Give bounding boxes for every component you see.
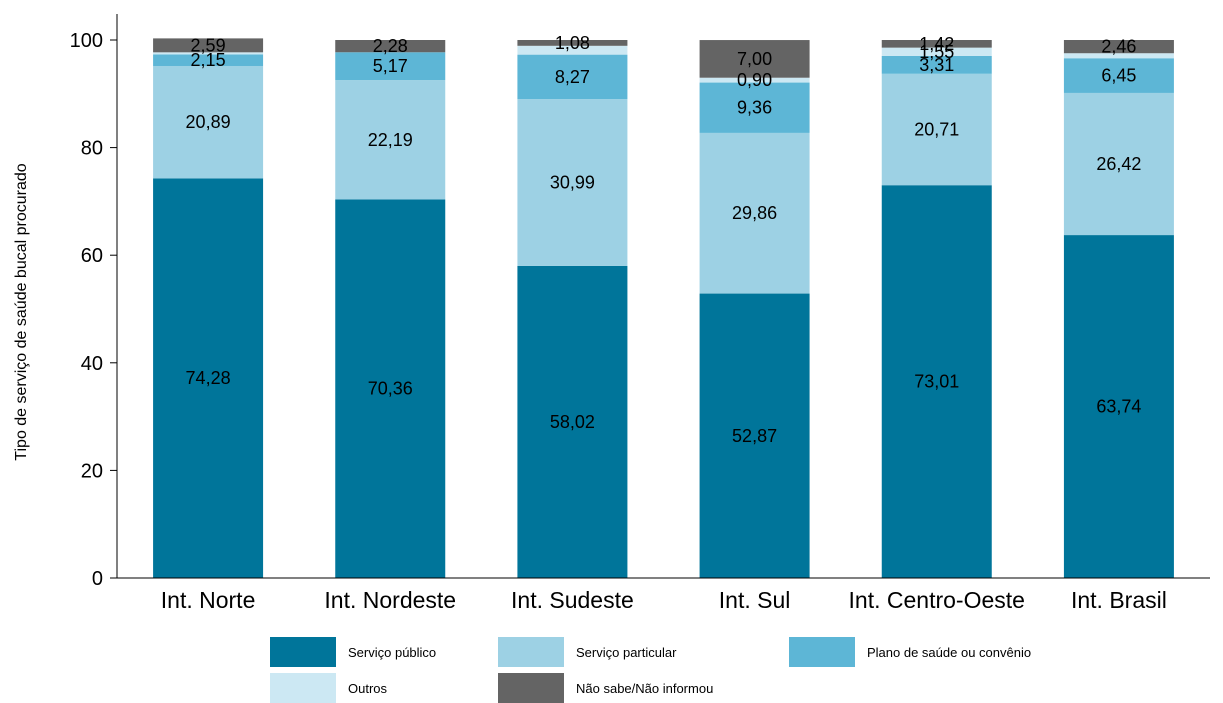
x-tick-label: Int. Nordeste	[324, 587, 456, 613]
y-axis-title: Tipo de serviço de saúde bucal procurado	[13, 163, 30, 460]
data-label: 3,31	[919, 55, 954, 75]
bar-segment	[153, 54, 264, 66]
y-tick-label: 40	[81, 353, 103, 375]
data-label: 73,01	[914, 372, 959, 392]
data-label: 30,99	[550, 172, 595, 192]
data-label: 2,46	[1101, 37, 1136, 57]
bar-segment	[153, 65, 264, 179]
data-label: 1,42	[919, 34, 954, 54]
data-label: 26,42	[1096, 154, 1141, 174]
y-tick-label: 0	[92, 568, 103, 590]
data-label: 1,55	[919, 42, 954, 62]
bar-segment	[1063, 53, 1174, 59]
data-label: 52,87	[732, 426, 777, 446]
data-label: 2,59	[191, 35, 226, 55]
bar-segment	[699, 77, 810, 83]
data-label: 2,15	[191, 50, 226, 70]
data-label: 9,36	[737, 98, 772, 118]
bar-segment	[699, 40, 810, 78]
bar-segment	[881, 73, 992, 186]
x-tick-label: Int. Sudeste	[511, 587, 634, 613]
data-label: 74,28	[186, 368, 231, 388]
data-label: 0,90	[737, 70, 772, 90]
y-tick-label: 100	[70, 30, 103, 52]
bar-segment	[517, 265, 628, 578]
data-label: 29,86	[732, 203, 777, 223]
data-label: 63,74	[1096, 397, 1141, 417]
bar-segment	[335, 52, 446, 81]
bar-segment	[517, 54, 628, 100]
data-label: 7,00	[737, 49, 772, 69]
x-tick-label: Int. Centro-Oeste	[849, 587, 1025, 613]
data-label: 6,45	[1101, 66, 1136, 86]
bar-segment	[1063, 92, 1174, 236]
data-label: 22,19	[368, 130, 413, 150]
bar-segment	[699, 82, 810, 133]
data-label: 2,28	[373, 36, 408, 56]
bar-segment	[1063, 235, 1174, 578]
x-tick-label: Int. Sul	[719, 587, 791, 613]
bar-segment	[335, 80, 446, 200]
x-axis: Int. Norte Int. Nordeste Int. Sudeste Int. …	[117, 577, 1210, 613]
y-tick-label: 60	[81, 245, 103, 267]
bar-segment	[881, 55, 992, 74]
bar-segment	[335, 199, 446, 578]
y-tick-label: 80	[81, 138, 103, 160]
bar-segment	[699, 293, 810, 578]
bar-segment	[153, 38, 264, 53]
bar-segment	[881, 40, 992, 48]
data-label: 58,02	[550, 412, 595, 432]
bar-segment	[153, 52, 264, 55]
data-label: 20,71	[914, 119, 959, 139]
x-tick-label: Int. Norte	[161, 587, 256, 613]
bar-segment	[699, 132, 810, 294]
bar-segment	[1063, 40, 1174, 54]
bar-segment	[517, 40, 628, 46]
data-label: 5,17	[373, 56, 408, 76]
y-tick-label: 20	[81, 460, 103, 482]
data-label: 70,36	[368, 379, 413, 399]
bar-segment	[881, 47, 992, 56]
x-tick-label: Int. Brasil	[1071, 587, 1167, 613]
bar-segment	[153, 178, 264, 578]
bars	[153, 38, 1174, 578]
bar-segment	[335, 40, 446, 53]
bar-segment	[517, 45, 628, 55]
bar-segment	[517, 99, 628, 266]
y-axis: 0 20 40 60 80 100	[70, 14, 118, 590]
data-label: 20,89	[186, 112, 231, 132]
bar-segment	[1063, 58, 1174, 93]
bar-segment	[881, 185, 992, 578]
data-label: 8,27	[555, 67, 590, 87]
data-labels: 74,28 20,89 2,152,59 70,36 22,19 5,172,28 58,0…	[186, 33, 1142, 446]
data-label: 1,08	[555, 33, 590, 53]
